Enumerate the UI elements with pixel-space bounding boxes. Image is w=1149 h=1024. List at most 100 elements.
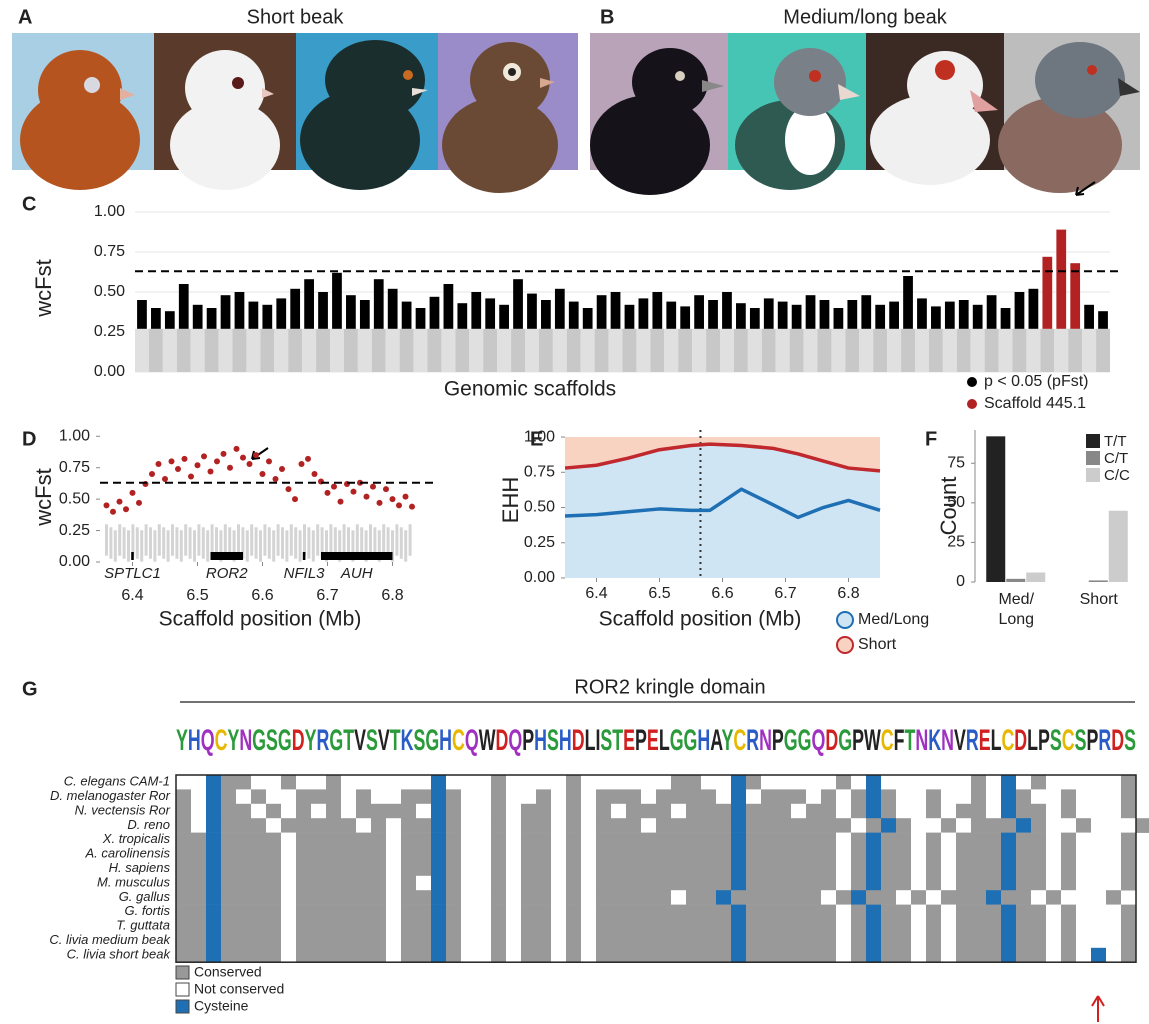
cell [896, 833, 911, 848]
cell [596, 804, 611, 819]
cell [1061, 905, 1076, 920]
background-band [285, 530, 288, 561]
cell [926, 775, 941, 790]
cell [341, 861, 356, 876]
gene-label: ROR2 [206, 565, 248, 582]
cell [281, 775, 296, 790]
cell [686, 833, 701, 848]
cell [881, 847, 896, 862]
cell [596, 818, 611, 833]
legend-label: p < 0.05 (pFst) [984, 373, 1089, 390]
background-band [163, 329, 177, 372]
point [162, 476, 168, 482]
cell [296, 876, 311, 891]
cell [1136, 818, 1149, 833]
cell [506, 861, 521, 876]
cell [746, 876, 761, 891]
cell [926, 905, 941, 920]
y-tick-label: 0.25 [59, 522, 90, 539]
cell [221, 833, 236, 848]
cell [206, 890, 221, 905]
logo-letter: P [772, 724, 784, 757]
scaffold-peak [987, 295, 997, 329]
cell [836, 861, 851, 876]
cell [641, 818, 656, 833]
scaffold-peak [792, 305, 802, 329]
cell [896, 890, 911, 905]
x-tick-label: Med/ Long [976, 590, 1056, 630]
cell [731, 861, 746, 876]
cell [836, 919, 851, 934]
background-band [831, 329, 845, 372]
cell [281, 804, 296, 819]
cell [881, 789, 896, 804]
cell [851, 775, 866, 790]
logo-letter: E [623, 724, 635, 757]
logo-letter: L [1027, 724, 1038, 757]
cell [596, 933, 611, 948]
background-band [136, 527, 139, 558]
cell [626, 861, 641, 876]
cell [746, 775, 761, 790]
cell [401, 933, 416, 948]
scaffold-peak [193, 305, 203, 329]
cell [1106, 804, 1121, 819]
cell [341, 905, 356, 920]
y-tick-label: 1.00 [59, 428, 90, 445]
cell [971, 890, 986, 905]
cell [1091, 861, 1106, 876]
cell [251, 847, 266, 862]
cell [806, 905, 821, 920]
cell [986, 804, 1001, 819]
cell [506, 775, 521, 790]
scaffold-peak [1084, 305, 1094, 329]
cell [821, 847, 836, 862]
cell [371, 775, 386, 790]
cell [506, 948, 521, 963]
x-tick-label: 6.7 [774, 585, 796, 602]
cell [656, 789, 671, 804]
cell [671, 933, 686, 948]
scaffold-peak [722, 292, 732, 329]
cell [671, 804, 686, 819]
background-band [595, 329, 609, 372]
row-label: D. melanogaster Ror [50, 788, 171, 803]
cell [401, 818, 416, 833]
legend-label: Not conserved [194, 981, 284, 997]
cell [896, 775, 911, 790]
cell [461, 948, 476, 963]
cell [221, 847, 236, 862]
cell [641, 876, 656, 891]
cell [611, 861, 626, 876]
cell [746, 818, 761, 833]
point [104, 502, 110, 508]
cell [956, 818, 971, 833]
cell [956, 905, 971, 920]
cell [881, 775, 896, 790]
cell [896, 804, 911, 819]
cell [431, 948, 446, 963]
cell [326, 948, 341, 963]
cell [416, 789, 431, 804]
cell [836, 890, 851, 905]
cell [176, 890, 191, 905]
cell [881, 804, 896, 819]
background-band [312, 530, 315, 561]
cell [1001, 804, 1016, 819]
cell [761, 890, 776, 905]
cell [566, 876, 581, 891]
scaffold-peak [1056, 230, 1066, 329]
cell [1091, 818, 1106, 833]
scaffold-peak [973, 305, 983, 329]
background-band [202, 527, 205, 558]
cell [266, 775, 281, 790]
cell [431, 876, 446, 891]
cell [386, 804, 401, 819]
cell [746, 833, 761, 848]
y-tick-label: 0.50 [59, 490, 90, 507]
cell [911, 847, 926, 862]
background-band [409, 524, 412, 555]
bar [1109, 511, 1128, 582]
gene [303, 552, 306, 560]
background-band [114, 530, 117, 561]
